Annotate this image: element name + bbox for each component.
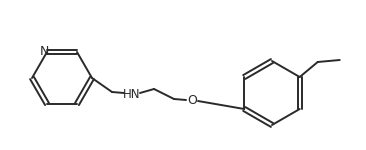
Text: O: O (187, 94, 197, 108)
Text: N: N (39, 45, 49, 57)
Text: HN: HN (123, 87, 141, 100)
